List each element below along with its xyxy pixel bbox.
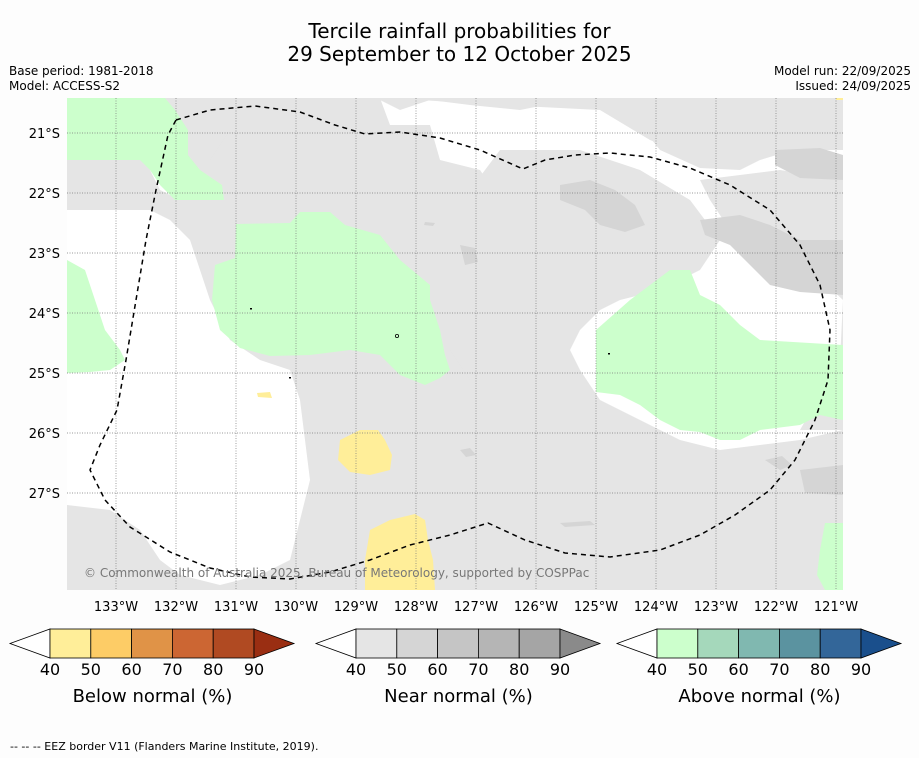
colorbar-segment — [477, 628, 520, 659]
lat-label: 27°S — [29, 487, 60, 502]
colorbar-tick: 90 — [550, 660, 570, 679]
longitude-labels: 133°W 132°W 131°W 130°W 129°W 128°W 127°W 126°W… — [94, 600, 858, 615]
colorbar-segment — [171, 628, 214, 659]
colorbar-segment — [656, 628, 699, 659]
model-run: Model run: 22/09/2025 — [773, 64, 911, 78]
colorbar-segment — [697, 628, 739, 659]
colorbar-tick: 70 — [769, 660, 789, 679]
lon-label: 122°W — [754, 600, 798, 615]
colorbar-tick: 60 — [728, 660, 748, 679]
lon-label: 121°W — [814, 600, 858, 615]
lat-label: 25°S — [29, 367, 60, 382]
colorbar-tick: 70 — [468, 660, 488, 679]
colorbar-tick: 50 — [81, 660, 101, 679]
lon-label: 123°W — [694, 600, 738, 615]
near-normal-label: Near normal (%) — [384, 686, 533, 707]
colorbar-tick: 50 — [387, 660, 407, 679]
colorbar-tick: 80 — [810, 660, 830, 679]
colorbar-segment — [437, 628, 479, 659]
colorbar-tick: 40 — [647, 660, 667, 679]
colorbar-tick: 40 — [346, 660, 366, 679]
colorbar-extend-high — [253, 628, 296, 659]
lon-label: 124°W — [634, 600, 678, 615]
colorbar-extend-high — [559, 628, 602, 659]
colorbar-extend-low — [8, 628, 51, 659]
issued-date: Issued: 24/09/2025 — [795, 79, 911, 93]
above-normal-label: Above normal (%) — [678, 686, 841, 707]
colorbar-tick: 50 — [688, 660, 708, 679]
eez-border — [89, 105, 831, 580]
colorbar-tick: 60 — [121, 660, 141, 679]
lon-label: 130°W — [274, 600, 318, 615]
near-normal-50 — [560, 180, 645, 232]
model-name: Model: ACCESS-S2 — [9, 79, 121, 93]
lon-label: 131°W — [214, 600, 258, 615]
colorbar-tick: 40 — [40, 660, 60, 679]
lat-label: 26°S — [29, 427, 60, 442]
lon-label: 129°W — [334, 600, 378, 615]
colorbar-extend-high — [860, 628, 903, 659]
title-line-2: 29 September to 12 October 2025 — [287, 42, 632, 66]
colorbar-segment — [396, 628, 438, 659]
below-normal-label: Below normal (%) — [72, 686, 233, 707]
colorbars: 40 50 60 70 80 90 40 50 60 70 80 90 40 50 60 70 80 90 — [8, 628, 903, 679]
copyright-text: © Commonwealth of Australia 2025, Bureau… — [84, 566, 589, 580]
colorbar-segment — [819, 628, 862, 659]
base-period: Base period: 1981-2018 — [9, 64, 154, 78]
colorbar: 40 50 60 70 80 90 — [8, 628, 296, 679]
colorbar-extend-low — [615, 628, 658, 659]
colorbar-segment — [212, 628, 255, 659]
lon-label: 125°W — [574, 600, 618, 615]
lon-label: 127°W — [454, 600, 498, 615]
colorbar-segment — [518, 628, 561, 659]
lon-label: 128°W — [394, 600, 438, 615]
lon-label: 133°W — [94, 600, 138, 615]
below-normal-region — [338, 430, 392, 475]
colorbar-segment — [738, 628, 780, 659]
probability-field — [67, 98, 843, 590]
colorbar: 40 50 60 70 80 90 — [314, 628, 602, 679]
lon-label: 126°W — [514, 600, 558, 615]
eez-legend: -- -- -- EEZ border V11 (Flanders Marine… — [10, 740, 319, 753]
above-normal-region — [67, 98, 224, 200]
lat-label: 24°S — [29, 307, 60, 322]
colorbar-tick: 90 — [851, 660, 871, 679]
colorbar-tick: 60 — [427, 660, 447, 679]
colorbar-tick: 70 — [162, 660, 182, 679]
colorbar-tick: 80 — [203, 660, 223, 679]
title-line-1: Tercile rainfall probabilities for — [308, 19, 611, 43]
colorbar: 40 50 60 70 80 90 — [615, 628, 903, 679]
lat-label: 22°S — [29, 187, 60, 202]
colorbar-tick: 90 — [244, 660, 264, 679]
lon-label: 132°W — [154, 600, 198, 615]
lat-label: 21°S — [29, 127, 60, 142]
graticule — [67, 98, 843, 590]
latitude-labels: 21°S 22°S 23°S 24°S 25°S 26°S 27°S — [29, 127, 60, 502]
colorbar-segment — [49, 628, 92, 659]
colorbar-tick: 80 — [509, 660, 529, 679]
colorbar-segment — [355, 628, 398, 659]
colorbar-segment — [779, 628, 821, 659]
colorbar-extend-low — [314, 628, 357, 659]
lat-label: 23°S — [29, 247, 60, 262]
colorbar-segment — [90, 628, 133, 659]
colorbar-segment — [131, 628, 173, 659]
island-markers — [250, 308, 610, 379]
